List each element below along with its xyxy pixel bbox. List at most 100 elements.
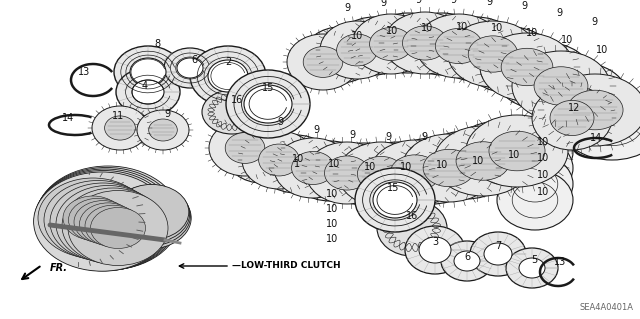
Ellipse shape xyxy=(74,201,132,243)
Ellipse shape xyxy=(434,126,532,196)
Ellipse shape xyxy=(534,67,588,105)
Ellipse shape xyxy=(435,28,483,63)
Text: 10: 10 xyxy=(421,23,433,33)
Text: 6: 6 xyxy=(191,55,197,65)
Ellipse shape xyxy=(35,169,175,271)
Ellipse shape xyxy=(50,183,156,261)
Ellipse shape xyxy=(258,135,334,193)
Text: 10: 10 xyxy=(472,156,484,166)
Ellipse shape xyxy=(454,251,480,271)
Text: 10: 10 xyxy=(491,23,503,33)
Ellipse shape xyxy=(550,100,594,136)
Text: 15: 15 xyxy=(262,83,274,93)
Text: 14: 14 xyxy=(62,113,74,123)
Ellipse shape xyxy=(303,47,343,78)
Ellipse shape xyxy=(418,131,514,199)
Text: 16: 16 xyxy=(231,95,243,105)
Ellipse shape xyxy=(38,178,148,258)
Ellipse shape xyxy=(464,27,556,93)
Ellipse shape xyxy=(501,48,553,86)
Text: 10: 10 xyxy=(537,137,549,147)
Ellipse shape xyxy=(104,116,136,140)
Ellipse shape xyxy=(384,12,466,74)
Ellipse shape xyxy=(322,143,406,205)
Text: 4: 4 xyxy=(142,81,148,91)
Ellipse shape xyxy=(368,13,448,73)
Ellipse shape xyxy=(324,156,369,190)
Ellipse shape xyxy=(532,86,612,150)
Text: 13: 13 xyxy=(78,67,90,77)
Ellipse shape xyxy=(92,106,148,150)
Text: SEA4A0401A: SEA4A0401A xyxy=(580,303,634,313)
Ellipse shape xyxy=(56,186,160,263)
Ellipse shape xyxy=(132,80,164,104)
Ellipse shape xyxy=(164,48,216,88)
Ellipse shape xyxy=(528,62,628,132)
Ellipse shape xyxy=(338,142,424,206)
Ellipse shape xyxy=(419,237,451,263)
Ellipse shape xyxy=(177,58,203,78)
Text: 9: 9 xyxy=(380,0,386,8)
Ellipse shape xyxy=(320,21,394,79)
Text: 3: 3 xyxy=(432,237,438,247)
Text: 10: 10 xyxy=(561,35,573,45)
Text: 10: 10 xyxy=(596,45,608,55)
Ellipse shape xyxy=(480,33,574,101)
Ellipse shape xyxy=(506,248,558,288)
Ellipse shape xyxy=(62,188,164,264)
Ellipse shape xyxy=(567,90,623,130)
Ellipse shape xyxy=(114,46,182,98)
Text: 12: 12 xyxy=(568,103,580,113)
Ellipse shape xyxy=(497,154,573,214)
Ellipse shape xyxy=(512,51,610,121)
Ellipse shape xyxy=(290,141,370,201)
Text: 9: 9 xyxy=(591,17,597,27)
Ellipse shape xyxy=(484,243,512,265)
Ellipse shape xyxy=(108,186,191,246)
Ellipse shape xyxy=(497,122,573,182)
Text: 10: 10 xyxy=(326,189,338,199)
Text: 10: 10 xyxy=(400,162,412,172)
Ellipse shape xyxy=(405,226,465,274)
Text: 15: 15 xyxy=(387,183,399,193)
Ellipse shape xyxy=(225,133,265,163)
Ellipse shape xyxy=(304,27,376,83)
Ellipse shape xyxy=(90,207,145,249)
Text: 10: 10 xyxy=(436,160,448,170)
Text: 9: 9 xyxy=(344,3,350,13)
Ellipse shape xyxy=(450,121,550,191)
Text: 10: 10 xyxy=(456,22,468,32)
Ellipse shape xyxy=(403,26,447,60)
Ellipse shape xyxy=(355,168,435,232)
Text: 2: 2 xyxy=(225,57,231,67)
Text: 9: 9 xyxy=(313,125,319,135)
Ellipse shape xyxy=(400,13,484,75)
Ellipse shape xyxy=(105,187,191,249)
Ellipse shape xyxy=(489,131,545,171)
Ellipse shape xyxy=(357,156,404,192)
Text: 9: 9 xyxy=(164,109,170,119)
Ellipse shape xyxy=(35,167,178,270)
Ellipse shape xyxy=(202,90,262,134)
Ellipse shape xyxy=(79,203,136,245)
Ellipse shape xyxy=(386,138,478,204)
Ellipse shape xyxy=(352,14,430,74)
Text: —LOW-THIRD CLUTCH: —LOW-THIRD CLUTCH xyxy=(232,262,340,271)
Ellipse shape xyxy=(390,155,440,191)
Text: 9: 9 xyxy=(450,0,456,5)
Ellipse shape xyxy=(560,88,640,160)
Ellipse shape xyxy=(354,142,442,206)
Ellipse shape xyxy=(36,166,180,270)
Ellipse shape xyxy=(448,21,538,87)
Ellipse shape xyxy=(226,70,310,138)
Text: 10: 10 xyxy=(292,154,304,164)
Ellipse shape xyxy=(416,14,502,78)
Ellipse shape xyxy=(85,205,141,247)
Text: 9: 9 xyxy=(385,132,391,142)
Ellipse shape xyxy=(190,46,266,106)
Ellipse shape xyxy=(226,127,298,183)
Ellipse shape xyxy=(115,184,189,240)
Ellipse shape xyxy=(274,138,352,198)
Ellipse shape xyxy=(306,142,388,204)
Text: 9: 9 xyxy=(486,0,492,7)
